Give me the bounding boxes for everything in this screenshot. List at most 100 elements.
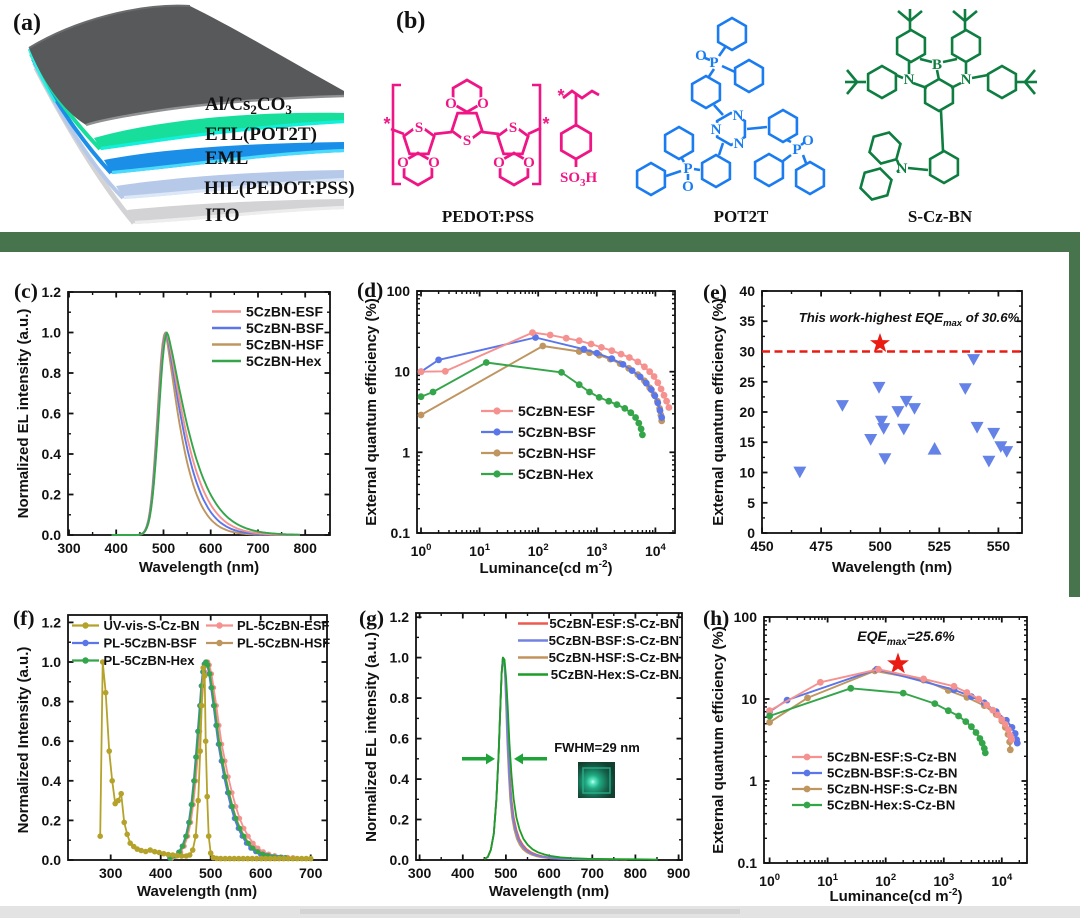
- svg-text:400: 400: [451, 865, 475, 881]
- svg-text:5CzBN-HSF: 5CzBN-HSF: [246, 337, 324, 353]
- svg-text:800: 800: [294, 540, 318, 556]
- svg-text:5CzBN-BSF:S-Cz-BN: 5CzBN-BSF:S-Cz-BN: [549, 633, 679, 648]
- svg-text:EQEmax=25.6%: EQEmax=25.6%: [857, 628, 955, 648]
- svg-text:20: 20: [739, 404, 755, 420]
- svg-text:EML: EML: [205, 148, 248, 169]
- svg-text:0.1: 0.1: [738, 855, 758, 871]
- svg-text:Normalized EL intensity (a.u.): Normalized EL intensity (a.u.): [15, 309, 32, 519]
- svg-text:PL-5CzBN-BSF: PL-5CzBN-BSF: [104, 636, 197, 651]
- svg-text:0.6: 0.6: [390, 731, 410, 747]
- svg-text:External quantum efficiency (%: External quantum efficiency (%): [363, 298, 380, 526]
- svg-text:30: 30: [739, 344, 755, 360]
- svg-text:525: 525: [928, 538, 952, 554]
- svg-text:External quantum efficiency (%: External quantum efficiency (%): [710, 298, 727, 526]
- svg-text:0.4: 0.4: [42, 773, 62, 789]
- svg-text:O: O: [397, 155, 409, 171]
- svg-text:PL-5CzBN-ESF: PL-5CzBN-ESF: [237, 618, 330, 633]
- svg-text:5CzBN-HSF:S-Cz-BN: 5CzBN-HSF:S-Cz-BN: [549, 650, 679, 665]
- svg-text:450: 450: [750, 538, 774, 554]
- svg-text:1: 1: [749, 773, 757, 789]
- svg-text:P: P: [709, 55, 718, 71]
- svg-text:5CzBN-Hex: 5CzBN-Hex: [518, 466, 594, 482]
- svg-text:0.2: 0.2: [390, 812, 410, 828]
- svg-text:O: O: [493, 155, 505, 171]
- svg-text:5CzBN-ESF:S-Cz-BN: 5CzBN-ESF:S-Cz-BN: [549, 616, 679, 631]
- svg-text:(c): (c): [14, 279, 38, 303]
- svg-text:(b): (b): [396, 8, 425, 34]
- svg-text:0.6: 0.6: [42, 406, 62, 422]
- svg-text:ETL(POT2T): ETL(POT2T): [205, 124, 317, 145]
- svg-text:800: 800: [624, 865, 648, 881]
- svg-text:1.0: 1.0: [42, 325, 62, 341]
- svg-text:FWHM=29 nm: FWHM=29 nm: [554, 740, 640, 755]
- svg-text:S-Cz-BN: S-Cz-BN: [908, 207, 973, 226]
- svg-text:700: 700: [246, 540, 270, 556]
- svg-text:ITO: ITO: [205, 205, 240, 226]
- svg-text:O: O: [682, 179, 694, 195]
- svg-text:5CzBN-ESF: 5CzBN-ESF: [518, 403, 595, 419]
- svg-text:Luminance(cd m-2): Luminance(cd m-2): [829, 887, 962, 905]
- svg-text:600: 600: [249, 865, 273, 881]
- svg-text:Normalized Intensity (a.u.): Normalized Intensity (a.u.): [15, 647, 32, 834]
- svg-text:600: 600: [537, 865, 561, 881]
- svg-text:Al/Cs2CO3: Al/Cs2CO3: [205, 94, 292, 117]
- svg-text:300: 300: [99, 865, 123, 881]
- svg-text:500: 500: [869, 538, 893, 554]
- svg-text:S: S: [415, 120, 423, 136]
- svg-text:550: 550: [987, 538, 1011, 554]
- svg-text:N: N: [733, 108, 744, 124]
- svg-text:PL-5CzBN-HSF: PL-5CzBN-HSF: [237, 636, 330, 651]
- svg-text:0.6: 0.6: [42, 733, 62, 749]
- svg-text:This work-highest EQEmax of 30: This work-highest EQEmax of 30.6%: [799, 310, 1020, 329]
- svg-text:Wavelength (nm): Wavelength (nm): [832, 559, 952, 576]
- svg-text:900: 900: [667, 865, 691, 881]
- svg-text:300: 300: [57, 540, 81, 556]
- svg-text:Luminance(cd m-2): Luminance(cd m-2): [479, 559, 612, 577]
- svg-text:POT2T: POT2T: [714, 207, 769, 226]
- svg-text:100: 100: [387, 283, 411, 299]
- svg-text:Wavelength (nm): Wavelength (nm): [139, 559, 259, 576]
- svg-text:5CzBN-Hex:S-Cz-BN: 5CzBN-Hex:S-Cz-BN: [827, 798, 955, 813]
- svg-text:0.0: 0.0: [390, 852, 410, 868]
- svg-text:S: S: [463, 133, 471, 149]
- svg-text:10: 10: [394, 364, 410, 380]
- svg-text:5CzBN-ESF:S-Cz-BN: 5CzBN-ESF:S-Cz-BN: [827, 750, 957, 765]
- svg-text:PL-5CzBN-Hex: PL-5CzBN-Hex: [104, 653, 196, 668]
- svg-text:N: N: [734, 136, 745, 152]
- svg-text:5CzBN-HSF:S-Cz-BN: 5CzBN-HSF:S-Cz-BN: [827, 782, 957, 797]
- svg-text:500: 500: [199, 865, 223, 881]
- svg-text:*: *: [383, 114, 390, 134]
- svg-text:0: 0: [747, 525, 755, 541]
- svg-text:O: O: [695, 48, 707, 64]
- svg-text:10: 10: [739, 465, 755, 481]
- svg-text:1.2: 1.2: [390, 609, 410, 625]
- svg-text:1.2: 1.2: [42, 284, 62, 300]
- svg-text:(d): (d): [357, 278, 383, 302]
- svg-text:UV-vis-S-Cz-BN: UV-vis-S-Cz-BN: [104, 618, 200, 633]
- svg-text:35: 35: [739, 313, 755, 329]
- svg-text:PEDOT:PSS: PEDOT:PSS: [442, 207, 534, 226]
- svg-text:10: 10: [741, 691, 757, 707]
- svg-text:5CzBN-Hex: 5CzBN-Hex: [246, 353, 322, 369]
- svg-text:N: N: [897, 161, 908, 177]
- svg-text:Wavelength (nm): Wavelength (nm): [137, 883, 257, 900]
- svg-text:600: 600: [199, 540, 223, 556]
- svg-text:0.8: 0.8: [390, 690, 410, 706]
- svg-text:5CzBN-ESF: 5CzBN-ESF: [246, 304, 323, 320]
- svg-text:S: S: [509, 120, 517, 136]
- svg-text:1: 1: [402, 444, 410, 460]
- svg-text:(g): (g): [359, 606, 384, 630]
- svg-text:HIL(PEDOT:PSS): HIL(PEDOT:PSS): [204, 178, 355, 199]
- svg-text:O: O: [523, 155, 535, 171]
- svg-text:Wavelength (nm): Wavelength (nm): [489, 883, 609, 900]
- svg-text:1.0: 1.0: [42, 654, 62, 670]
- svg-text:25: 25: [739, 374, 755, 390]
- svg-text:N: N: [711, 122, 722, 138]
- svg-text:N: N: [961, 72, 972, 88]
- svg-text:475: 475: [809, 538, 833, 554]
- svg-text:0.4: 0.4: [390, 771, 410, 787]
- svg-text:(f): (f): [13, 606, 34, 630]
- svg-text:*: *: [542, 114, 549, 134]
- svg-text:0.0: 0.0: [42, 527, 62, 543]
- svg-text:0.8: 0.8: [42, 694, 62, 710]
